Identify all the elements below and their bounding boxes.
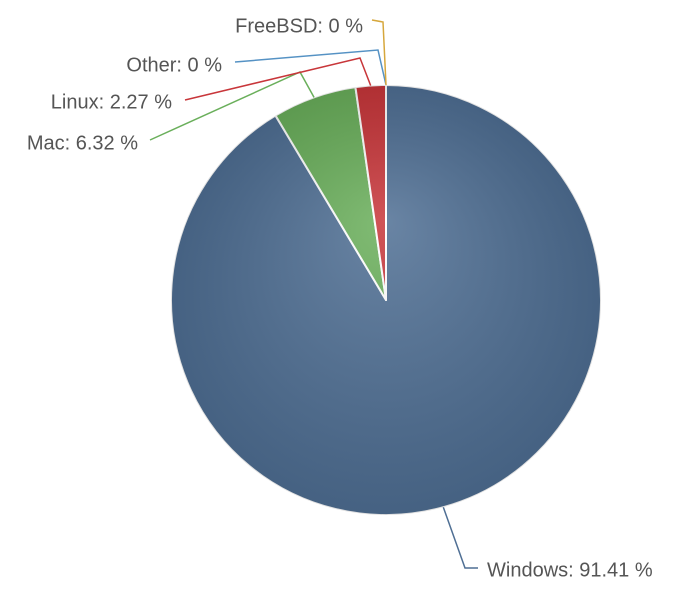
data-label: FreeBSD: 0 % (235, 15, 363, 37)
data-label: Linux: 2.27 % (51, 91, 172, 113)
leader-line (442, 506, 478, 569)
data-label: Windows: 91.41 % (487, 559, 653, 581)
data-label: Other: 0 % (126, 54, 222, 76)
data-label: Mac: 6.32 % (27, 132, 138, 154)
leader-line (371, 19, 387, 86)
leader-line (234, 49, 387, 86)
